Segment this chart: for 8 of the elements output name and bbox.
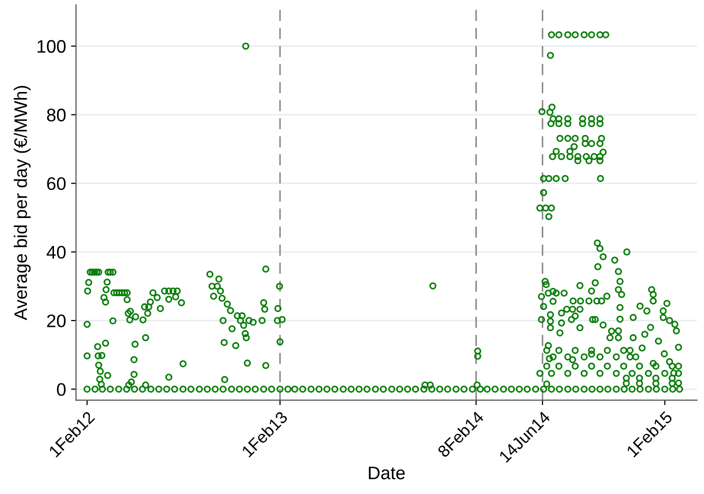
y-axis-title: Average bid per day (€/MWh) (14, 86, 31, 320)
y-tick-label: 80 (47, 108, 66, 122)
y-tick-label: 40 (46, 246, 66, 259)
y-tick-label: 20 (47, 314, 66, 328)
x-axis-title: Date (368, 466, 405, 480)
y-tick-label: 100 (38, 40, 66, 53)
y-tick-label: 60 (47, 177, 66, 190)
y-tick-label: 0 (56, 383, 66, 396)
